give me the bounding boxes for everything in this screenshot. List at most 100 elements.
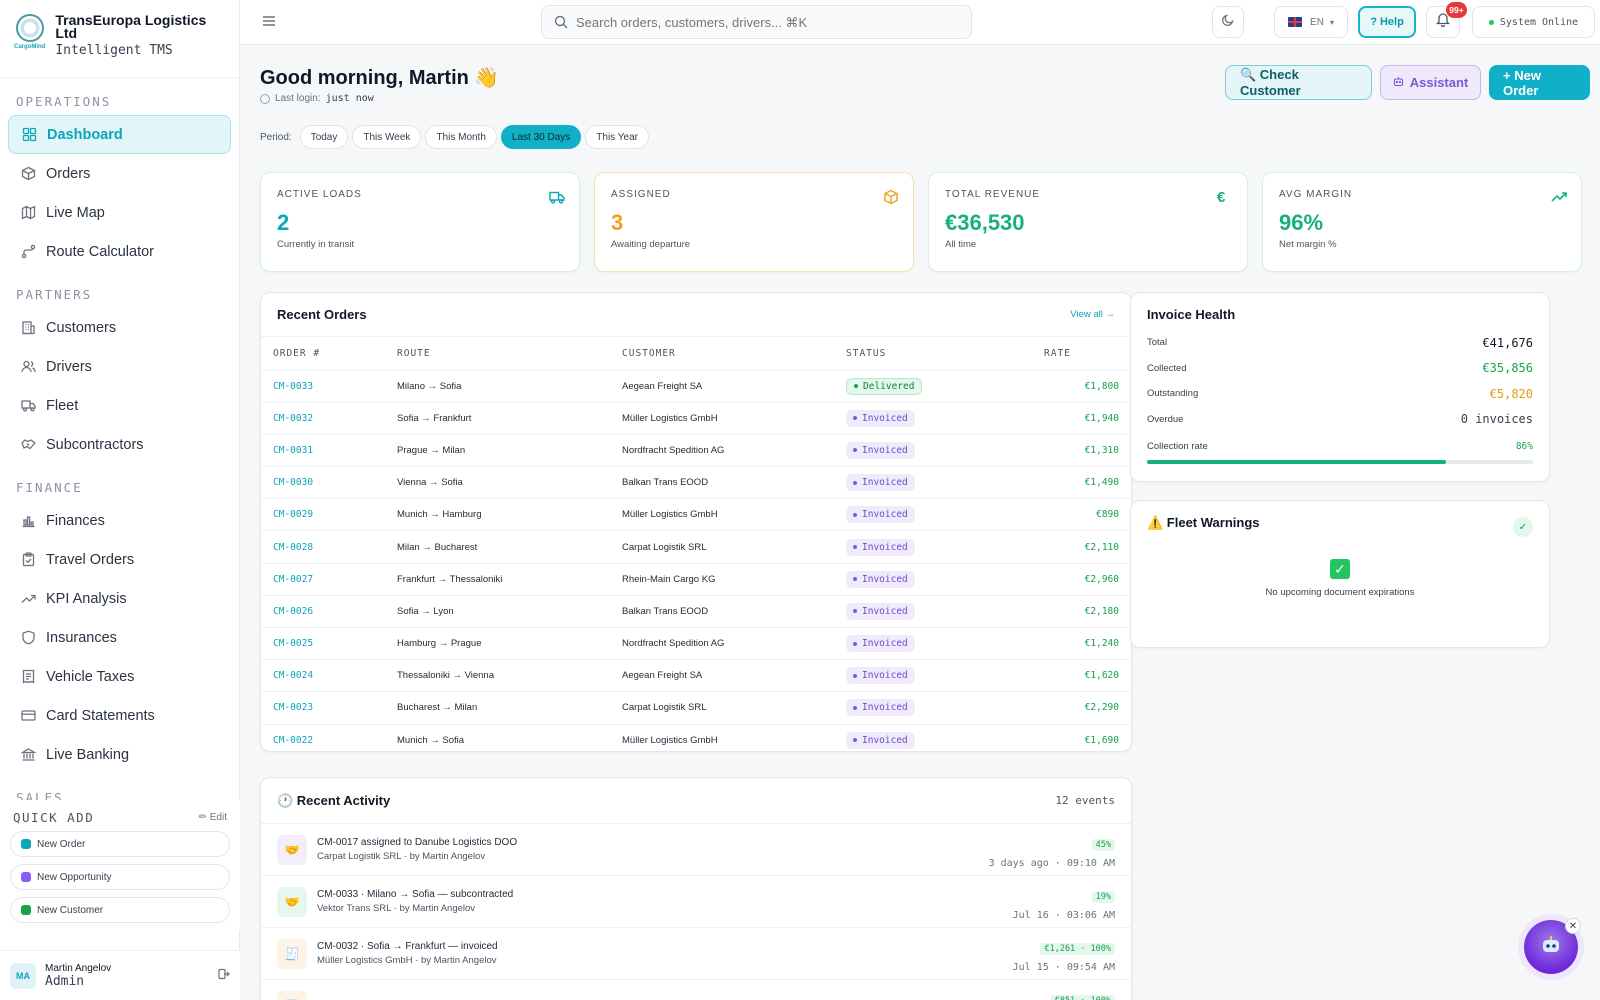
order-id-link[interactable]: CM-0025: [261, 627, 385, 661]
order-customer: Aegean Freight SA: [610, 659, 834, 693]
main-content: Good morning, Martin 👋 Last login: just …: [240, 45, 1600, 1000]
table-row[interactable]: CM-0022 Munich → Sofia Müller Logistics Gm…: [261, 724, 1131, 751]
sidebar-item-route-calculator[interactable]: Route Calculator: [8, 232, 231, 271]
period-chip-this-year[interactable]: This Year: [585, 125, 649, 149]
help-button[interactable]: ? Help: [1358, 6, 1416, 38]
user-profile[interactable]: MA Martin Angelov Admin: [0, 950, 240, 1000]
brand[interactable]: CargoMind TransEuropa Logistics Ltd Inte…: [0, 0, 239, 78]
fleet-warnings-title: ⚠️ Fleet Warnings: [1147, 515, 1260, 530]
plus-icon: [21, 905, 31, 915]
sidebar-item-orders[interactable]: Orders: [8, 154, 231, 193]
table-row[interactable]: CM-0032 Sofia → Frankfurt Müller Logistics…: [261, 402, 1131, 435]
order-route: Vienna → Sofia: [385, 466, 610, 500]
handshake-icon: 🤝: [277, 886, 307, 917]
table-row[interactable]: CM-0023 Bucharest → Milan Carpat Logistik …: [261, 691, 1131, 725]
column-header[interactable]: ROUTE: [385, 337, 610, 371]
sidebar-item-fleet[interactable]: Fleet: [8, 386, 231, 425]
quick-add-label: New Customer: [37, 904, 104, 916]
logout-icon[interactable]: [218, 968, 230, 983]
order-rate: €2,180: [1014, 595, 1131, 629]
table-row[interactable]: CM-0031 Prague → Milan Nordfracht Speditio…: [261, 434, 1131, 468]
kpi-card-active-loads[interactable]: ACTIVE LOADS 2 Currently in transit: [260, 172, 580, 272]
status-label: Invoiced: [862, 477, 908, 489]
status-label: Invoiced: [862, 638, 908, 650]
activity-item[interactable]: 🤝 CM-0017 assigned to Danube Logistics DO…: [261, 824, 1131, 876]
activity-item[interactable]: 🧾 CM-0032 · Sofia → Frankfurt — invoiced M…: [261, 928, 1131, 980]
sidebar-item-live-banking[interactable]: Live Banking: [8, 735, 231, 774]
status-badge: Invoiced: [846, 570, 915, 588]
period-chip-this-week[interactable]: This Week: [352, 125, 422, 149]
table-row[interactable]: CM-0033 Milano → Sofia Aegean Freight SA De…: [261, 370, 1131, 403]
order-id-link[interactable]: CM-0026: [261, 595, 385, 629]
period-chip-this-month[interactable]: This Month: [425, 125, 497, 149]
column-header[interactable]: STATUS: [834, 337, 1014, 371]
check-customer-button[interactable]: 🔍 Check Customer: [1225, 65, 1372, 100]
recent-activity-title: 🕐 Recent Activity: [277, 792, 391, 808]
new-order-button[interactable]: + New Order: [1489, 65, 1590, 100]
order-id-link[interactable]: CM-0033: [261, 370, 385, 403]
table-row[interactable]: CM-0028 Milan → Bucharest Carpat Logistik …: [261, 530, 1131, 564]
handshake-icon: [20, 437, 36, 453]
order-id-link[interactable]: CM-0030: [261, 466, 385, 500]
order-rate: €2,290: [1014, 691, 1131, 725]
close-assistant-button[interactable]: ✕: [1565, 918, 1581, 934]
language-selector[interactable]: EN ▾: [1274, 6, 1348, 38]
order-id-link[interactable]: CM-0032: [261, 402, 385, 435]
search-input[interactable]: [576, 14, 936, 30]
table-row[interactable]: CM-0024 Thessaloniki → Vienna Aegean Freig…: [261, 659, 1131, 693]
period-chip-last-30-days[interactable]: Last 30 Days: [500, 125, 582, 149]
company-name: TransEuropa Logistics Ltd: [55, 12, 207, 41]
order-rate: €1,310: [1014, 434, 1131, 468]
quick-add-new-opportunity-button[interactable]: New Opportunity: [10, 864, 230, 890]
sidebar-item-vehicle-taxes[interactable]: Vehicle Taxes: [8, 657, 231, 696]
quick-add-new-customer-button[interactable]: New Customer: [10, 897, 230, 923]
kpi-card-total-revenue[interactable]: TOTAL REVENUE €36,530 All time €: [928, 172, 1248, 272]
activity-metric-badge: €1,261 · 100%: [1040, 943, 1115, 955]
order-id-link[interactable]: CM-0031: [261, 434, 385, 468]
activity-item[interactable]: 🧾CM-0031 · Prague → Milan — invoiced€851…: [261, 980, 1131, 1000]
kpi-card-assigned[interactable]: ASSIGNED 3 Awaiting departure: [594, 172, 914, 272]
kpi-card-avg-margin[interactable]: AVG MARGIN 96% Net margin %: [1262, 172, 1582, 272]
table-row[interactable]: CM-0029 Munich → Hamburg Müller Logistics …: [261, 498, 1131, 532]
period-chip-today[interactable]: Today: [299, 125, 349, 149]
sidebar-item-label: Live Map: [46, 204, 105, 221]
sidebar-item-dashboard[interactable]: Dashboard: [8, 115, 231, 154]
theme-toggle-button[interactable]: [1212, 6, 1244, 38]
plus-icon: [21, 839, 31, 849]
invoice-label: Outstanding: [1147, 388, 1199, 400]
menu-icon[interactable]: [262, 14, 276, 26]
sidebar-item-travel-orders[interactable]: Travel Orders: [8, 540, 231, 579]
period-label: Period:: [260, 131, 292, 143]
sidebar-item-kpi-analysis[interactable]: KPI Analysis: [8, 579, 231, 618]
sidebar-item-drivers[interactable]: Drivers: [8, 347, 231, 386]
table-row[interactable]: CM-0027 Frankfurt → Thessaloniki Rhein-Mai…: [261, 563, 1131, 596]
column-header[interactable]: CUSTOMER: [610, 337, 834, 371]
order-id-link[interactable]: CM-0028: [261, 530, 385, 564]
quick-add-edit-button[interactable]: ✏ Edit: [198, 812, 227, 823]
order-id-link[interactable]: CM-0023: [261, 691, 385, 725]
sidebar-item-card-statements[interactable]: Card Statements: [8, 696, 231, 735]
table-row[interactable]: CM-0026 Sofia → Lyon Balkan Trans EOOD Invo…: [261, 595, 1131, 629]
order-id-link[interactable]: CM-0022: [261, 724, 385, 751]
assistant-button[interactable]: Assistant: [1380, 65, 1481, 100]
quick-add-new-order-button[interactable]: New Order: [10, 831, 230, 857]
sidebar-item-live-map[interactable]: Live Map: [8, 193, 231, 232]
column-header[interactable]: ORDER #: [261, 337, 385, 371]
recent-orders-title: Recent Orders: [277, 307, 367, 322]
table-row[interactable]: CM-0025 Hamburg → Prague Nordfracht Spedit…: [261, 627, 1131, 661]
sidebar-item-subcontractors[interactable]: Subcontractors: [8, 425, 231, 464]
product-tagline: Intelligent TMS: [55, 43, 173, 58]
status-label: Delivered: [863, 380, 915, 392]
sidebar-item-insurances[interactable]: Insurances: [8, 618, 231, 657]
sidebar-item-finances[interactable]: Finances: [8, 501, 231, 540]
activity-item[interactable]: 🤝 CM-0033 · Milano → Sofia — subcontracte…: [261, 876, 1131, 928]
sidebar-item-customers[interactable]: Customers: [8, 308, 231, 347]
order-id-link[interactable]: CM-0027: [261, 563, 385, 596]
order-id-link[interactable]: CM-0029: [261, 498, 385, 532]
column-header[interactable]: RATE: [1014, 337, 1131, 371]
ai-assistant-bubble[interactable]: [1524, 920, 1578, 974]
view-all-link[interactable]: View all →: [1070, 309, 1115, 320]
order-status: Invoiced: [834, 466, 1014, 500]
table-row[interactable]: CM-0030 Vienna → Sofia Balkan Trans EOOD In…: [261, 466, 1131, 500]
order-id-link[interactable]: CM-0024: [261, 659, 385, 693]
